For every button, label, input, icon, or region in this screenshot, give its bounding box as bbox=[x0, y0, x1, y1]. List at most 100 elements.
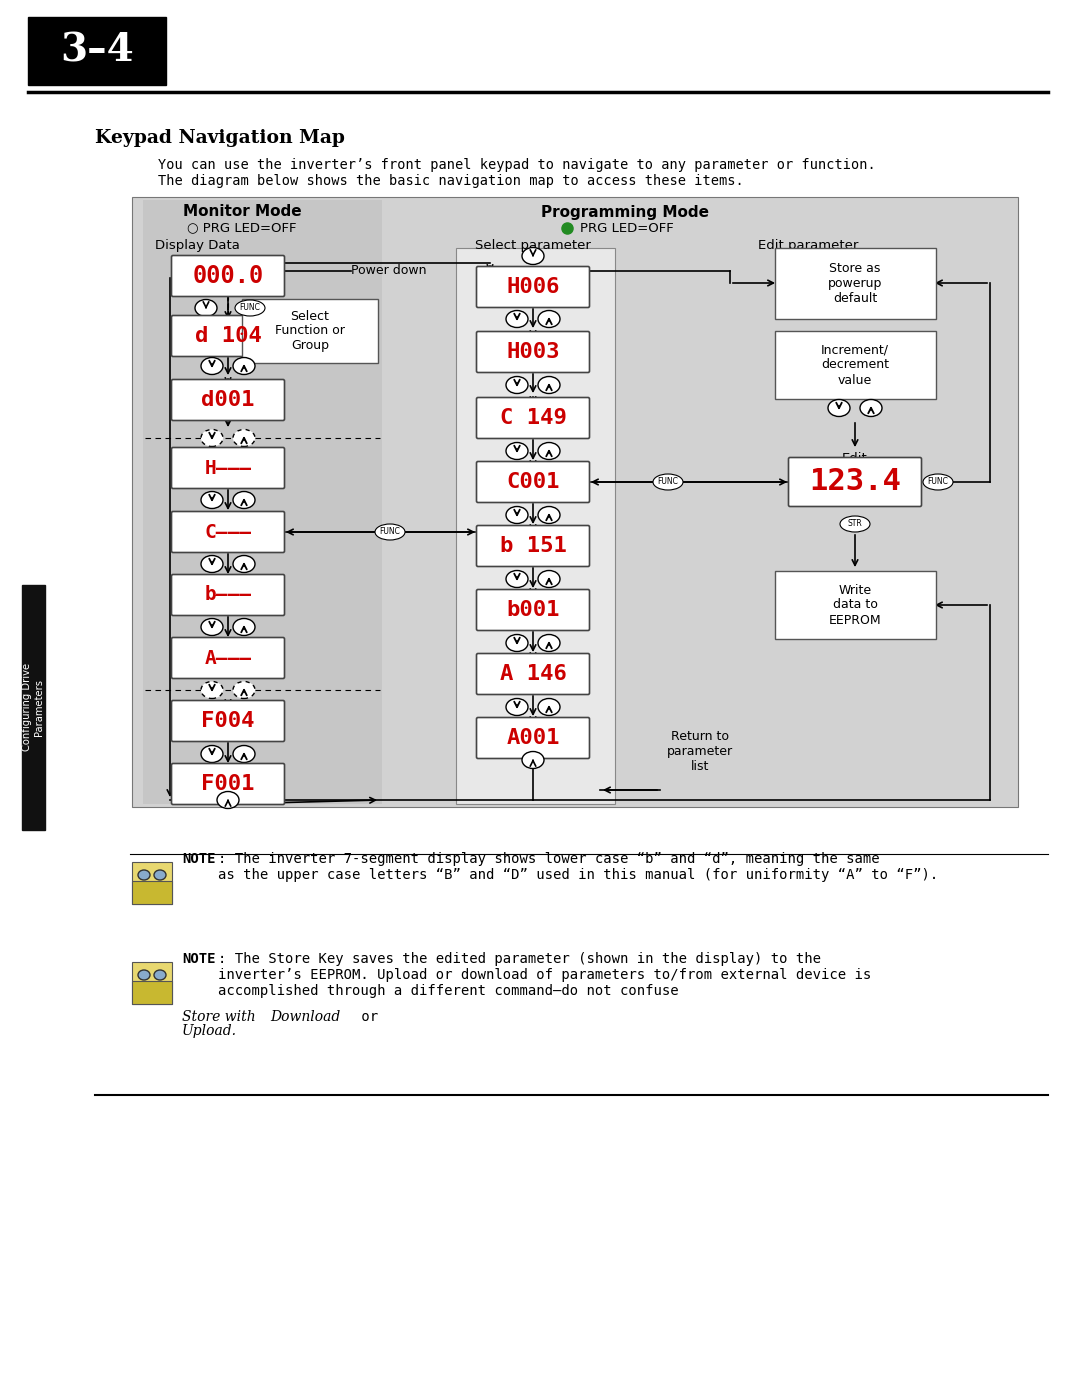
Text: NOTE: NOTE bbox=[183, 951, 216, 965]
Text: Select parameter: Select parameter bbox=[475, 239, 591, 251]
Ellipse shape bbox=[507, 634, 528, 651]
Text: NOTE: NOTE bbox=[183, 852, 216, 866]
Ellipse shape bbox=[138, 870, 150, 880]
FancyBboxPatch shape bbox=[132, 882, 172, 904]
FancyBboxPatch shape bbox=[476, 331, 590, 373]
Text: Edit: Edit bbox=[842, 451, 868, 464]
Text: d001: d001 bbox=[201, 390, 255, 409]
Text: Display Data: Display Data bbox=[156, 239, 240, 251]
Text: F001: F001 bbox=[201, 774, 255, 793]
Text: 000.0: 000.0 bbox=[192, 264, 264, 288]
Ellipse shape bbox=[201, 556, 222, 573]
Ellipse shape bbox=[154, 870, 166, 880]
FancyBboxPatch shape bbox=[774, 247, 935, 319]
Text: C 149: C 149 bbox=[500, 408, 566, 427]
Text: b———: b——— bbox=[204, 585, 252, 605]
Ellipse shape bbox=[233, 556, 255, 573]
FancyBboxPatch shape bbox=[172, 380, 284, 420]
FancyBboxPatch shape bbox=[476, 398, 590, 439]
Ellipse shape bbox=[538, 698, 561, 715]
Ellipse shape bbox=[507, 698, 528, 715]
Ellipse shape bbox=[538, 377, 561, 394]
FancyBboxPatch shape bbox=[132, 981, 172, 1004]
FancyBboxPatch shape bbox=[172, 637, 284, 679]
Text: Programming Mode: Programming Mode bbox=[541, 204, 708, 219]
Bar bbox=[28, 17, 166, 85]
Bar bbox=[132, 197, 1018, 807]
Ellipse shape bbox=[233, 682, 255, 698]
FancyBboxPatch shape bbox=[172, 511, 284, 552]
FancyBboxPatch shape bbox=[172, 700, 284, 742]
FancyBboxPatch shape bbox=[476, 461, 590, 503]
FancyBboxPatch shape bbox=[788, 457, 921, 507]
Ellipse shape bbox=[375, 524, 405, 541]
Ellipse shape bbox=[923, 474, 953, 490]
FancyBboxPatch shape bbox=[242, 299, 378, 363]
Text: Increment/
decrement
value: Increment/ decrement value bbox=[821, 344, 889, 387]
Text: You can use the inverter’s front panel keypad to navigate to any parameter or fu: You can use the inverter’s front panel k… bbox=[158, 158, 876, 172]
Bar bbox=[22, 585, 45, 830]
Ellipse shape bbox=[840, 515, 870, 532]
Text: or: or bbox=[353, 1010, 378, 1024]
FancyBboxPatch shape bbox=[132, 963, 172, 1004]
FancyBboxPatch shape bbox=[172, 764, 284, 805]
Ellipse shape bbox=[522, 247, 544, 264]
Text: Select
Function or
Group: Select Function or Group bbox=[275, 310, 345, 352]
Text: A 146: A 146 bbox=[500, 664, 566, 685]
Ellipse shape bbox=[507, 310, 528, 327]
Ellipse shape bbox=[138, 970, 150, 981]
Ellipse shape bbox=[538, 507, 561, 524]
Text: A001: A001 bbox=[507, 728, 559, 747]
Text: A———: A——— bbox=[204, 648, 252, 668]
Ellipse shape bbox=[538, 310, 561, 327]
FancyBboxPatch shape bbox=[774, 331, 935, 400]
Text: C———: C——— bbox=[204, 522, 252, 542]
Ellipse shape bbox=[154, 970, 166, 981]
Ellipse shape bbox=[538, 443, 561, 460]
Ellipse shape bbox=[233, 619, 255, 636]
Ellipse shape bbox=[233, 358, 255, 374]
Text: b 151: b 151 bbox=[500, 536, 566, 556]
Text: : The inverter 7-segment display shows lower case “b” and “d”, meaning the same
: : The inverter 7-segment display shows l… bbox=[218, 852, 939, 882]
FancyBboxPatch shape bbox=[172, 316, 284, 356]
Ellipse shape bbox=[195, 299, 217, 317]
Text: FUNC: FUNC bbox=[240, 303, 260, 313]
Text: ○ PRG LED=OFF: ○ PRG LED=OFF bbox=[187, 222, 297, 235]
Text: Edit parameter: Edit parameter bbox=[758, 239, 859, 251]
Bar bbox=[143, 200, 382, 805]
Ellipse shape bbox=[233, 492, 255, 509]
FancyBboxPatch shape bbox=[172, 574, 284, 616]
Ellipse shape bbox=[217, 792, 239, 809]
Text: : The Store Key saves the edited parameter (shown in the display) to the
inverte: : The Store Key saves the edited paramet… bbox=[218, 951, 872, 999]
Text: Keypad Navigation Map: Keypad Navigation Map bbox=[95, 129, 345, 147]
Ellipse shape bbox=[507, 443, 528, 460]
Ellipse shape bbox=[201, 682, 222, 698]
Ellipse shape bbox=[201, 492, 222, 509]
FancyBboxPatch shape bbox=[476, 267, 590, 307]
Text: Store as
powerup
default: Store as powerup default bbox=[827, 261, 882, 305]
Text: Power down: Power down bbox=[351, 264, 427, 278]
Ellipse shape bbox=[538, 570, 561, 588]
Text: Store with: Store with bbox=[183, 1010, 260, 1024]
Text: 123.4: 123.4 bbox=[809, 468, 901, 496]
Text: H003: H003 bbox=[507, 342, 559, 362]
Text: The diagram below shows the basic navigation map to access these items.: The diagram below shows the basic naviga… bbox=[158, 175, 744, 189]
Ellipse shape bbox=[860, 400, 882, 416]
Ellipse shape bbox=[201, 358, 222, 374]
Ellipse shape bbox=[507, 570, 528, 588]
Ellipse shape bbox=[507, 507, 528, 524]
Text: C001: C001 bbox=[507, 472, 559, 492]
Text: Configuring Drive
Parameters: Configuring Drive Parameters bbox=[23, 664, 44, 752]
Text: STR: STR bbox=[848, 520, 862, 528]
Ellipse shape bbox=[522, 752, 544, 768]
Text: FUNC: FUNC bbox=[658, 478, 678, 486]
FancyBboxPatch shape bbox=[172, 447, 284, 489]
Text: Monitor Mode: Monitor Mode bbox=[183, 204, 301, 219]
Bar bbox=[456, 249, 615, 805]
Ellipse shape bbox=[233, 429, 255, 447]
Text: PRG LED=OFF: PRG LED=OFF bbox=[580, 222, 674, 235]
Text: H006: H006 bbox=[507, 277, 559, 298]
Text: Write
data to
EEPROM: Write data to EEPROM bbox=[828, 584, 881, 626]
FancyBboxPatch shape bbox=[476, 525, 590, 567]
Text: Return to
parameter
list: Return to parameter list bbox=[667, 731, 733, 773]
